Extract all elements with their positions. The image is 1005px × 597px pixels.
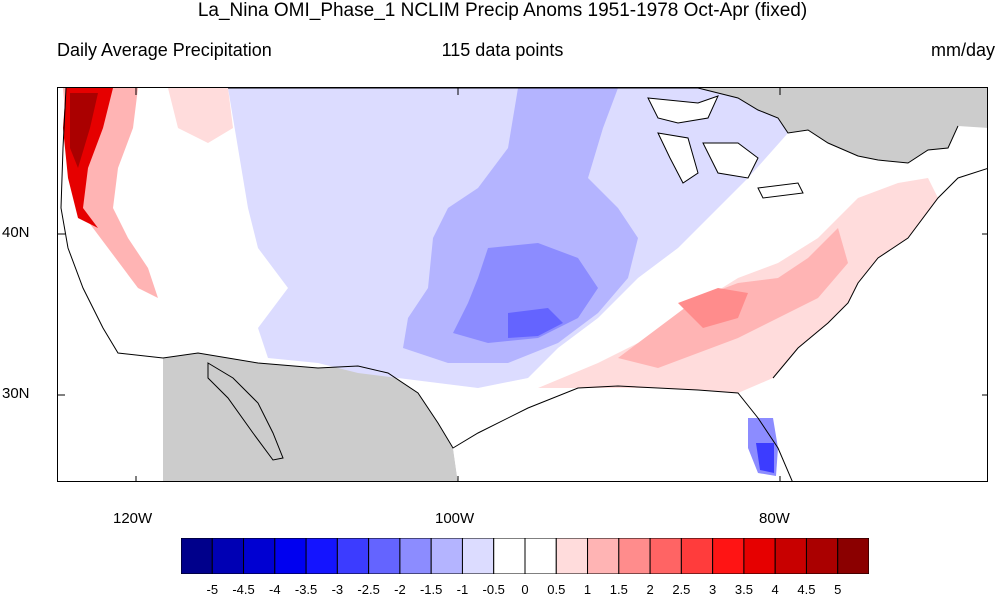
- pos-anom-idaho: [168, 88, 233, 143]
- colorbar-tick-label: 4: [771, 582, 779, 597]
- gulf-of-mexico: [453, 386, 793, 481]
- colorbar-box: [243, 538, 276, 574]
- colorbar-tick-label: -1: [456, 582, 469, 597]
- colorbar-tick-label: 5: [834, 582, 842, 597]
- colorbar-tick-label: 0.5: [547, 582, 566, 597]
- neg-anom-strong: [453, 243, 598, 343]
- colorbar-box: [493, 538, 526, 574]
- variable-label: Daily Average Precipitation: [57, 40, 272, 60]
- lat-tick-30n: 30N: [2, 385, 30, 402]
- axis-ticks: [58, 88, 987, 481]
- coastline: [60, 88, 793, 481]
- lon-tick-100w: 100W: [435, 510, 475, 527]
- colorbar-box: [368, 538, 401, 574]
- canada-region: [228, 88, 987, 163]
- colorbar-box: [181, 538, 213, 574]
- colorbar-box: [430, 538, 463, 574]
- colorbar-box: [211, 538, 245, 574]
- florida-neg-core: [756, 443, 774, 473]
- colorbar-tick-label: 3.5: [734, 582, 753, 597]
- precip-anomaly-map: [58, 88, 987, 481]
- neg-anom-core: [508, 308, 563, 338]
- pos-anom-appalachian: [678, 288, 748, 328]
- colorbar-tick-label: -4.5: [232, 582, 255, 597]
- colorbar-tick-label: -3.5: [294, 582, 318, 597]
- colorbar-box: [680, 538, 714, 574]
- colorbar-tick-label: 2: [646, 582, 654, 597]
- lon-tick-120w: 120W: [113, 510, 153, 527]
- colorbar-box: [712, 538, 745, 574]
- colorbar-tick-label: -0.5: [482, 582, 505, 597]
- colorbar-box: [618, 538, 651, 574]
- colorbar-tick-label: -2: [394, 582, 406, 597]
- map-title: La_Nina OMI_Phase_1 NCLIM Precip Anoms 1…: [197, 0, 808, 21]
- map-panel: [57, 87, 988, 482]
- colorbar-tick-label: -3: [331, 582, 344, 597]
- units-label: mm/day: [930, 40, 995, 60]
- pos-anom-westcoast-core: [70, 93, 98, 168]
- colorbar-box: [274, 538, 307, 574]
- colorbar-tick-label: -2.5: [357, 582, 380, 597]
- colorbar-box: [587, 538, 620, 574]
- colorbar-box: [305, 538, 338, 574]
- great-lakes: [647, 95, 804, 199]
- colorbar-box: [336, 538, 370, 574]
- colorbar-box: [524, 538, 557, 574]
- colorbar-box: [837, 538, 869, 574]
- colorbar-box: [649, 538, 682, 574]
- colorbar-tick-label: -4: [269, 582, 281, 597]
- colorbar-box: [805, 538, 839, 574]
- colorbar-box: [555, 538, 589, 574]
- colorbar-tick-label: -1.5: [419, 582, 443, 597]
- colorbar-tick-label: 1: [583, 582, 592, 597]
- atlantic-ocean: [773, 168, 987, 481]
- colorbar-tick-label: -5: [206, 582, 219, 597]
- baja-peninsula: [207, 362, 284, 461]
- east-coastline: [772, 168, 987, 379]
- colorbar-tick-label: 2.5: [672, 582, 691, 597]
- us-canada-border: [228, 88, 959, 164]
- colorbar: [181, 538, 869, 574]
- pacific-ocean: [58, 88, 163, 481]
- colorbar-tick-label: 3: [709, 582, 717, 597]
- colorbar-tick-label: 0: [521, 582, 529, 597]
- colorbar-tick-label: 1.5: [609, 582, 628, 597]
- lon-tick-80w: 80W: [759, 510, 790, 527]
- colorbar-tick-label: 4.5: [797, 582, 816, 597]
- colorbar-box: [399, 538, 432, 574]
- colorbar-box: [774, 538, 807, 574]
- colorbar-box: [743, 538, 776, 574]
- data-points-label: 115 data points: [441, 40, 564, 60]
- colorbar-box: [461, 538, 495, 574]
- lat-tick-40n: 40N: [2, 224, 30, 241]
